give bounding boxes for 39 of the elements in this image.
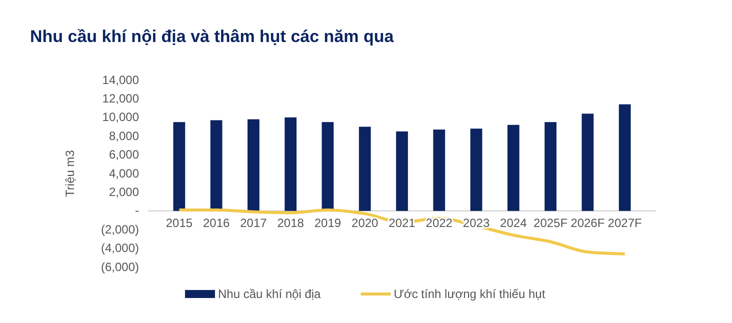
bar: [433, 130, 446, 211]
y-tick-label: 6,000: [108, 148, 140, 162]
x-tick-label: 2027F: [608, 216, 642, 230]
bar: [470, 128, 482, 211]
x-tick-label: 2024: [500, 216, 528, 230]
bar: [507, 124, 520, 211]
bar: [358, 126, 371, 211]
bar: [544, 122, 556, 211]
x-tick-label: 2015: [166, 216, 193, 230]
bar: [173, 122, 186, 211]
x-tick-label: 2020: [352, 216, 379, 230]
x-tick-label: 2016: [202, 216, 230, 230]
legend-label: Ước tính lượng khí thiếu hụt: [394, 287, 546, 301]
y-tick-label: (6,000): [100, 260, 139, 274]
bar: [210, 120, 222, 211]
x-tick-label: 2022: [426, 216, 453, 230]
y-tick-label: 12,000: [102, 92, 140, 106]
bar: [284, 117, 297, 211]
bar: [582, 114, 594, 211]
bar: [618, 104, 631, 211]
y-tick-label: -: [135, 204, 139, 218]
y-tick-label: 8,000: [108, 128, 140, 143]
x-tick-label: 2018: [277, 216, 304, 230]
x-tick-label: 2019: [314, 216, 342, 230]
y-tick-label: 14,000: [102, 72, 140, 87]
bar: [248, 119, 260, 211]
x-tick-label: 2025F: [534, 216, 568, 230]
y-tick-label: (4,000): [100, 241, 139, 256]
y-tick-label: 4,000: [108, 166, 140, 180]
x-tick-label: 2026F: [570, 216, 605, 230]
x-tick-label: 2017: [240, 216, 268, 230]
y-tick-label: 10,000: [102, 110, 140, 124]
bar: [396, 131, 408, 211]
bar: [322, 122, 334, 211]
chart-title: Nhu cầu khí nội địa và thâm hụt các năm qua: [30, 27, 394, 46]
y-tick-label: 2,000: [108, 185, 140, 200]
y-axis-title: Triệu m3: [63, 150, 77, 197]
y-tick-label: (2,000): [100, 222, 139, 236]
legend-label: Nhu cầu khí nội địa: [218, 287, 322, 301]
